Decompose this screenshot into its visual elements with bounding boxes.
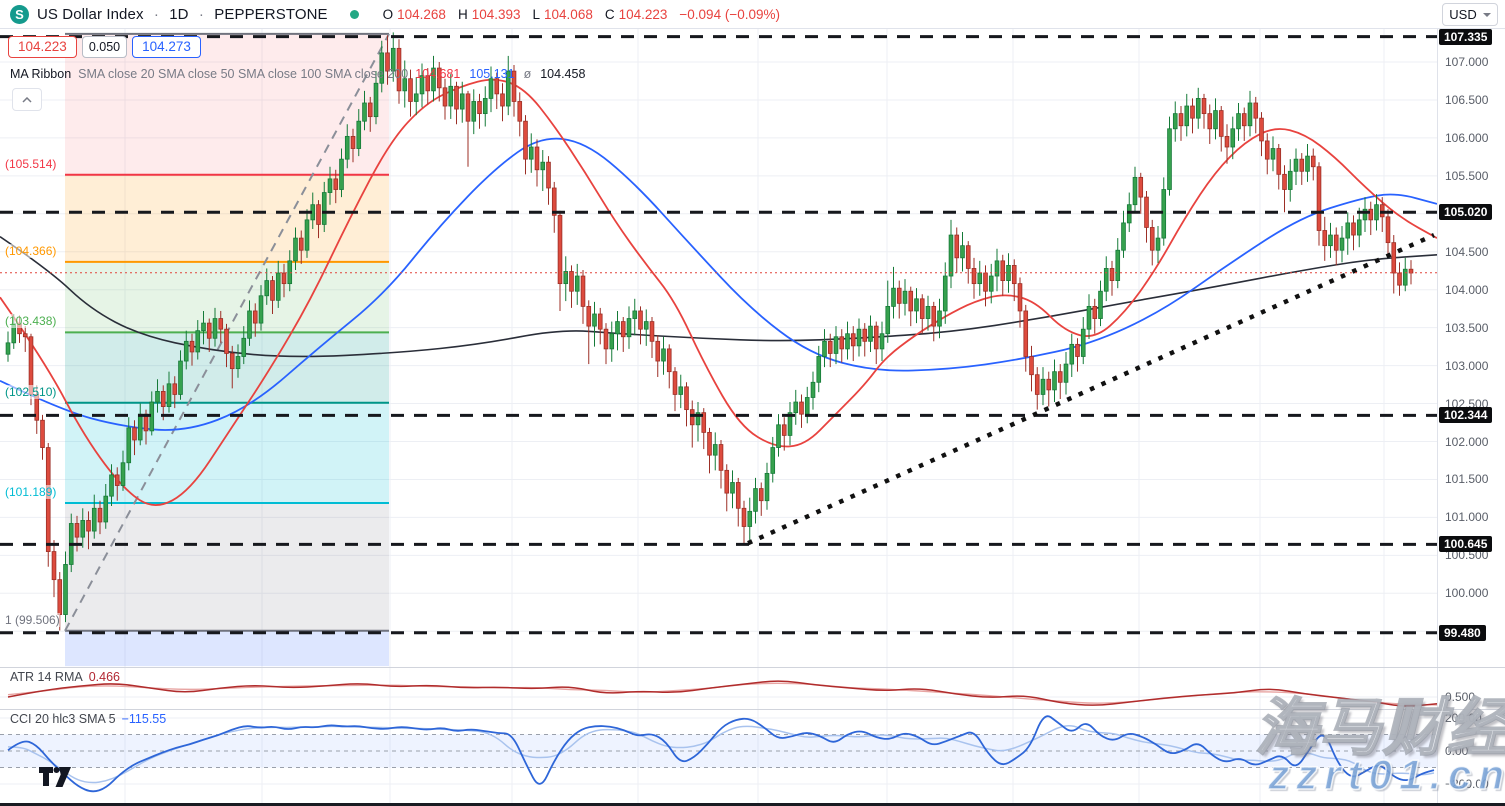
price-tick: 101.000 [1445,510,1489,525]
price-tick: 100.000 [1445,586,1489,601]
low-label: L [532,6,541,22]
price-level-badge[interactable]: 105.020 [1439,204,1493,221]
open-value: 104.268 [397,6,446,22]
tradingview-logo[interactable] [38,766,72,788]
range-to-price[interactable]: 104.273 [132,36,201,58]
chevron-up-icon [22,96,32,103]
top-toolbar: S US Dollar Index · 1D · PEPPERSTONE O 10… [0,0,1505,29]
symbol-logo[interactable]: S [10,4,29,24]
price-tick: 104.500 [1445,244,1489,259]
collapse-legend-button[interactable] [12,88,42,111]
chart-bottom-border [0,803,1505,806]
cci-tick: −200.00 [1445,777,1489,791]
cci-tick: 0.00 [1445,744,1469,758]
fib-level-label[interactable]: (104.366) [5,243,57,258]
title-separator: · [198,5,204,23]
title-separator: · [153,5,159,23]
price-tick: 103.000 [1445,358,1489,373]
atr-indicator-legend[interactable]: ATR 14 RMA 0.466 [10,670,120,684]
timeframe[interactable]: 1D [169,5,189,23]
price-level-badge[interactable]: 107.335 [1439,28,1493,45]
range-from-price[interactable]: 104.223 [8,36,77,58]
ma-ribbon-legend[interactable]: MA Ribbon SMA close 20 SMA close 50 SMA … [10,67,594,81]
high-value: 104.393 [471,6,521,22]
fib-level-label[interactable]: 1 (99.506) [5,612,60,627]
price-level-badge[interactable]: 102.344 [1439,407,1493,424]
low-value: 104.068 [544,6,593,22]
high-label: H [457,6,468,22]
open-label: O [382,6,394,22]
price-tick: 102.000 [1445,434,1489,449]
fib-level-label[interactable]: (103.438) [5,314,57,329]
atr-title: ATR 14 RMA [10,670,83,684]
price-level-badge[interactable]: 100.645 [1439,536,1493,553]
cci-title: CCI 20 hlc3 SMA 5 [10,712,116,726]
ma-value: 104.681 [415,67,461,81]
currency-dropdown[interactable]: USD [1442,3,1498,26]
price-tick: 106.500 [1445,92,1489,107]
indicator-values: 104.681 105.131 ø 104.458 [415,67,594,81]
chevron-down-icon [1482,12,1491,17]
ohlc-readout: O 104.268 H 104.393 L 104.068 C 104.223 −0.0… [375,7,780,22]
ma-value: ø [523,67,532,81]
price-scale[interactable]: 107.000 106.500 106.000 105.500 104.500 104.0… [1437,28,1505,806]
price-range-tool-labels: 104.223 0.050 104.273 [8,36,201,58]
price-tick: 103.500 [1445,320,1489,335]
indicator-params: SMA close 20 SMA close 50 SMA close 100 … [78,67,409,81]
price-tick: 101.500 [1445,472,1489,487]
exchange-name: PEPPERSTONE [214,5,328,23]
indicator-title: MA Ribbon [10,67,72,81]
close-value: 104.223 [618,6,668,22]
cci-value: −115.55 [121,712,167,726]
cci-indicator-legend[interactable]: CCI 20 hlc3 SMA 5 −115.55 [10,712,166,726]
ma-value: 105.131 [469,67,515,81]
cci-tick: 200.00 [1445,711,1482,725]
atr-value: 0.466 [88,670,120,684]
symbol-name: US Dollar Index [37,5,144,23]
currency-label: USD [1449,7,1477,22]
atr-tick: 0.500 [1445,690,1476,704]
pane-separator[interactable] [0,709,1505,710]
price-tick: 106.000 [1445,130,1489,145]
ma-value: 104.458 [540,67,586,81]
change-value: −0.094 (−0.09%) [679,6,780,22]
close-label: C [604,6,615,22]
symbol-logo-letter: S [15,6,24,22]
price-tick: 104.000 [1445,282,1489,297]
market-status-icon[interactable] [349,9,359,19]
pane-separator[interactable] [0,667,1505,668]
price-level-badge[interactable]: 99.480 [1439,624,1486,641]
range-diff-value[interactable]: 0.050 [81,36,128,58]
fib-level-label[interactable]: (102.510) [5,384,57,399]
main-chart-canvas[interactable] [0,28,1437,806]
fib-level-label[interactable]: (101.189) [5,485,57,500]
price-tick: 105.500 [1445,168,1489,183]
symbol-title[interactable]: US Dollar Index · 1D · PEPPERSTONE [37,6,328,23]
price-tick: 102.500 [1445,396,1489,411]
price-tick: 107.000 [1445,55,1489,69]
fib-level-label[interactable]: (105.514) [5,156,57,171]
